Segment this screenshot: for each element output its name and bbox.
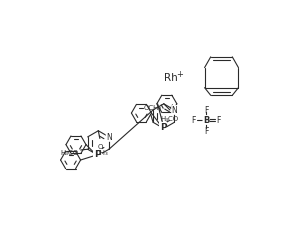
Text: H₃CO: H₃CO xyxy=(60,150,78,156)
Text: P: P xyxy=(160,123,166,132)
Text: F: F xyxy=(192,116,196,125)
Text: B: B xyxy=(203,116,209,125)
Text: OCH₃: OCH₃ xyxy=(144,104,162,110)
Text: F: F xyxy=(216,116,220,125)
Text: H₃CO: H₃CO xyxy=(161,115,179,121)
Text: P: P xyxy=(94,150,101,159)
Text: F: F xyxy=(204,127,208,136)
Text: N: N xyxy=(172,106,177,115)
Text: CH₃: CH₃ xyxy=(96,150,109,156)
Text: O: O xyxy=(97,144,103,150)
Text: Rh: Rh xyxy=(164,72,178,83)
Text: +: + xyxy=(176,70,183,79)
Text: N: N xyxy=(106,133,112,142)
Text: F: F xyxy=(204,105,208,114)
